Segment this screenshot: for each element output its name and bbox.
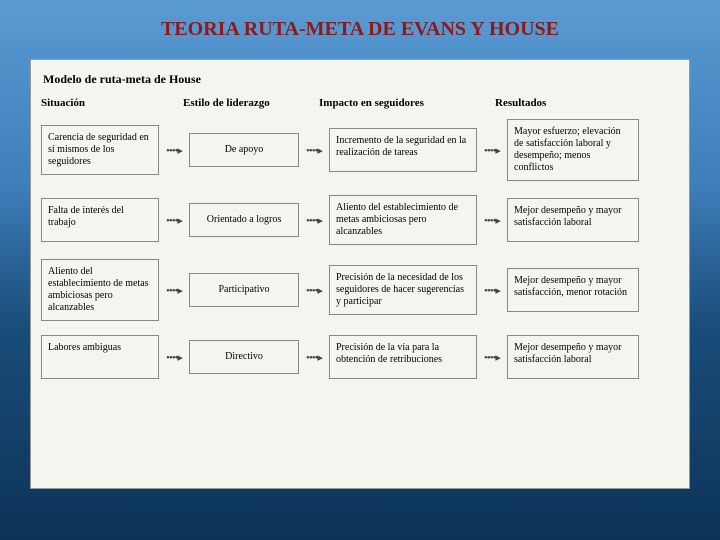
- arrow-icon: ••••▸: [483, 284, 501, 297]
- flow-row: Falta de interés del trabajo ••••▸ Orien…: [41, 195, 679, 245]
- arrow-icon: ••••▸: [165, 284, 183, 297]
- header-impacto: Impacto en seguidores: [319, 97, 489, 109]
- diagram-container: Modelo de ruta-meta de House Situación E…: [30, 59, 690, 489]
- model-title: Modelo de ruta-meta de House: [41, 72, 679, 87]
- page-title: TEORIA RUTA-META DE EVANS Y HOUSE: [0, 0, 720, 51]
- box-estilo: De apoyo: [189, 133, 299, 167]
- arrow-icon: ••••▸: [483, 144, 501, 157]
- box-situacion: Labores ambiguas: [41, 335, 159, 379]
- header-resultados: Resultados: [495, 97, 645, 109]
- box-impacto: Precisión de la vía para la obtención de…: [329, 335, 477, 379]
- header-situacion: Situación: [41, 97, 177, 109]
- arrow-icon: ••••▸: [305, 214, 323, 227]
- box-situacion: Aliento del establecimiento de metas amb…: [41, 259, 159, 321]
- arrow-icon: ••••▸: [305, 351, 323, 364]
- arrow-icon: ••••▸: [483, 351, 501, 364]
- flow-row: Carencia de seguridad en sí mismos de lo…: [41, 119, 679, 181]
- box-resultado: Mejor desempeño y mayor satisfacción, me…: [507, 268, 639, 312]
- box-situacion: Carencia de seguridad en sí mismos de lo…: [41, 125, 159, 175]
- box-estilo: Directivo: [189, 340, 299, 374]
- box-estilo: Orientado a logros: [189, 203, 299, 237]
- box-situacion: Falta de interés del trabajo: [41, 198, 159, 242]
- box-resultado: Mejor desempeño y mayor satisfacción lab…: [507, 198, 639, 242]
- arrow-icon: ••••▸: [165, 351, 183, 364]
- arrow-icon: ••••▸: [483, 214, 501, 227]
- box-resultado: Mejor desempeño y mayor satisfacción lab…: [507, 335, 639, 379]
- box-resultado: Mayor esfuerzo; elevación de satisfacció…: [507, 119, 639, 181]
- column-headers: Situación Estilo de liderazgo Impacto en…: [41, 97, 679, 109]
- arrow-icon: ••••▸: [165, 214, 183, 227]
- box-impacto: Incremento de la seguridad en la realiza…: [329, 128, 477, 172]
- arrow-icon: ••••▸: [305, 284, 323, 297]
- box-estilo: Participativo: [189, 273, 299, 307]
- header-estilo: Estilo de liderazgo: [183, 97, 313, 109]
- box-impacto: Aliento del establecimiento de metas amb…: [329, 195, 477, 245]
- arrow-icon: ••••▸: [305, 144, 323, 157]
- flow-row: Labores ambiguas ••••▸ Directivo ••••▸ P…: [41, 335, 679, 379]
- box-impacto: Precisión de la necesidad de los seguido…: [329, 265, 477, 315]
- flow-row: Aliento del establecimiento de metas amb…: [41, 259, 679, 321]
- arrow-icon: ••••▸: [165, 144, 183, 157]
